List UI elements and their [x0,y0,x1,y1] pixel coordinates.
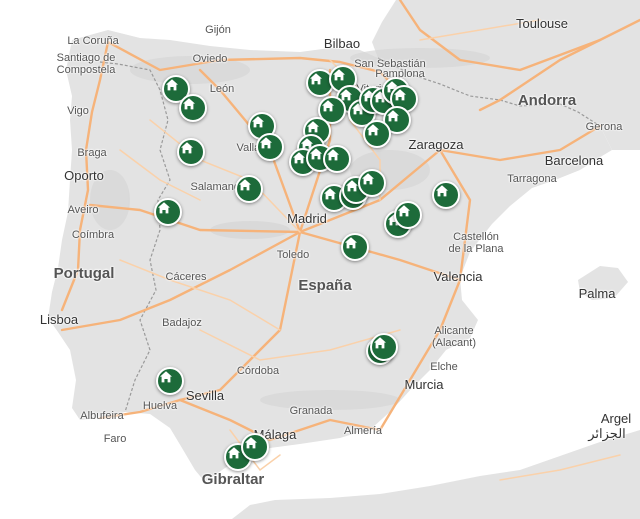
map-marker[interactable] [154,198,182,226]
map-marker[interactable] [156,367,184,395]
home-icon [307,121,319,133]
home-icon [158,202,170,214]
terrain-shading [90,48,490,410]
home-icon [333,69,345,81]
home-icon [346,180,358,192]
map-marker[interactable] [394,201,422,229]
home-icon [345,237,357,249]
map-marker[interactable] [256,133,284,161]
map-marker[interactable] [241,433,269,461]
home-icon [260,137,272,149]
home-icon [436,185,448,197]
mallorca-island [578,266,628,300]
map-marker[interactable] [179,94,207,122]
map-marker[interactable] [341,233,369,261]
north-africa-landmass [232,430,640,519]
home-icon [310,73,322,85]
map-marker[interactable] [323,145,351,173]
home-icon [181,142,193,154]
map-marker[interactable] [177,138,205,166]
home-icon [228,447,240,459]
portugal-border [99,61,171,413]
home-icon [394,89,406,101]
map-marker[interactable] [370,333,398,361]
france-border [377,57,601,127]
map-marker[interactable] [224,443,252,471]
france-landmass [300,0,640,150]
home-icon [310,148,322,160]
home-icon [362,173,374,185]
home-icon [398,205,410,217]
map-marker[interactable] [363,120,391,148]
home-icon [293,152,305,164]
map-marker[interactable] [432,181,460,209]
home-icon [367,124,379,136]
home-icon [252,116,264,128]
map-marker[interactable] [235,175,263,203]
home-icon [322,100,334,112]
map-marker[interactable] [358,169,386,197]
home-icon [245,437,257,449]
home-icon [183,98,195,110]
home-icon [374,337,386,349]
home-icon [340,89,352,101]
home-icon [387,110,399,122]
home-icon [327,149,339,161]
home-icon [160,371,172,383]
home-icon [166,79,178,91]
home-icon [324,188,336,200]
home-icon [239,179,251,191]
